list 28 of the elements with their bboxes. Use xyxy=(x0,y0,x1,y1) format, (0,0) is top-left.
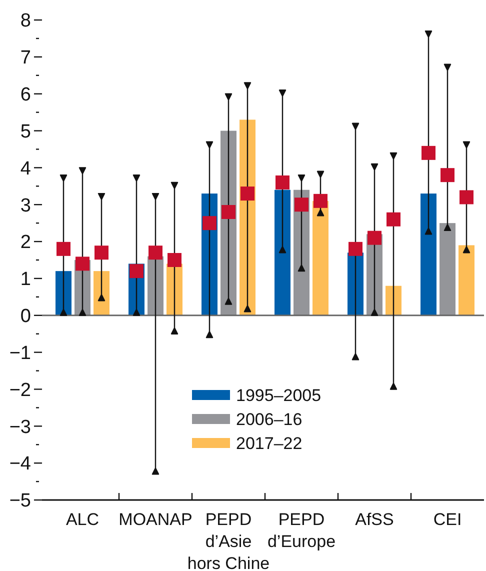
bar xyxy=(420,194,436,316)
y-tick-label: 6 xyxy=(20,84,31,106)
x-tick-label: CEI xyxy=(433,510,462,529)
y-tick-label: −5 xyxy=(9,490,31,512)
y-tick-label: 8 xyxy=(20,10,31,32)
x-tick-label: AfSS xyxy=(355,510,394,529)
y-tick-label: 1 xyxy=(20,269,31,290)
y-tick-label: −4 xyxy=(9,454,32,475)
y-tick-label: 4 xyxy=(20,158,32,180)
bar xyxy=(312,200,328,316)
y-tick-label: −2 xyxy=(9,380,31,401)
legend-label: 1995–2005 xyxy=(236,386,322,405)
y-tick-label: 7 xyxy=(20,48,31,69)
bar xyxy=(386,286,402,316)
y-tick-label: 0 xyxy=(20,306,31,328)
bar xyxy=(458,245,474,316)
bar xyxy=(274,190,290,316)
x-tick-label: ALC xyxy=(66,510,100,529)
y-tick-label: 5 xyxy=(20,121,31,142)
y-tick-label: −1 xyxy=(9,342,31,364)
x-tick-label: PEPD d’Europe xyxy=(267,510,336,551)
y-tick-label: 2 xyxy=(20,232,31,254)
bar xyxy=(94,271,110,316)
legend-label: 2017–22 xyxy=(236,434,302,453)
legend-label: 2006–16 xyxy=(236,410,302,429)
y-tick-label: 3 xyxy=(20,195,31,216)
y-tick-label: −3 xyxy=(9,416,31,438)
bar xyxy=(440,223,456,316)
